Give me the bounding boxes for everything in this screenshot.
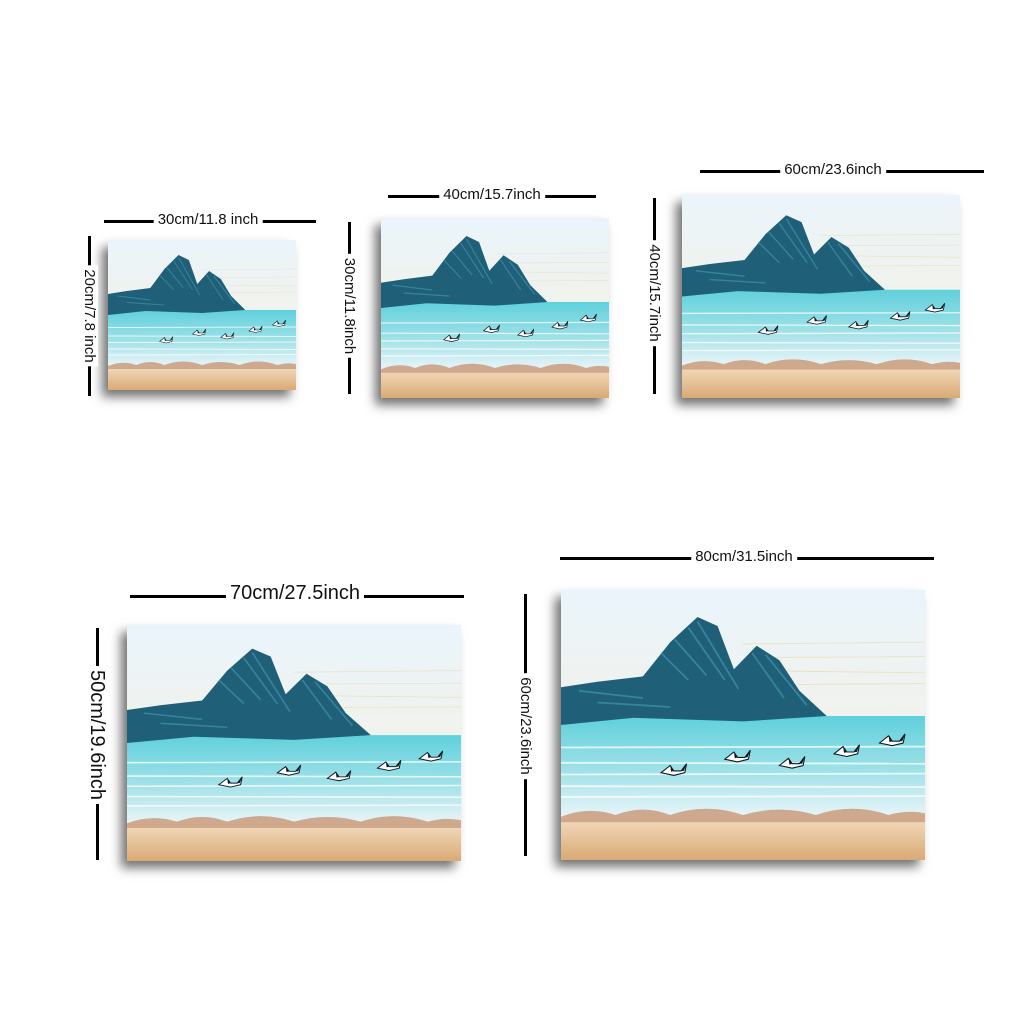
seascape-artwork (108, 240, 296, 390)
height-label-40x30: 30cm/11.8inch (340, 253, 358, 359)
width-label-60x40: 60cm/23.6inch (780, 161, 886, 179)
height-label-60x40: 40cm/15.7inch (645, 240, 663, 346)
canvas-print-70x50 (127, 625, 461, 861)
height-label-30x20: 20cm/7.8 inch (80, 265, 98, 367)
height-label-70x50: 50cm/19.6inch (86, 665, 108, 805)
canvas-print-60x40 (682, 195, 960, 398)
canvas-print-30x20 (108, 240, 296, 390)
width-label-70x50: 70cm/27.5inch (225, 583, 365, 603)
seascape-artwork (381, 218, 609, 398)
seascape-artwork (682, 195, 960, 398)
width-label-40x30: 40cm/15.7inch (439, 186, 545, 204)
width-label-30x20: 30cm/11.8 inch (153, 211, 263, 229)
canvas-print-80x60 (561, 590, 925, 860)
width-label-80x60: 80cm/31.5inch (691, 548, 797, 566)
seascape-artwork (561, 590, 925, 860)
canvas-print-40x30 (381, 218, 609, 398)
height-label-80x60: 60cm/23.6inch (516, 673, 534, 779)
seascape-artwork (127, 625, 461, 861)
